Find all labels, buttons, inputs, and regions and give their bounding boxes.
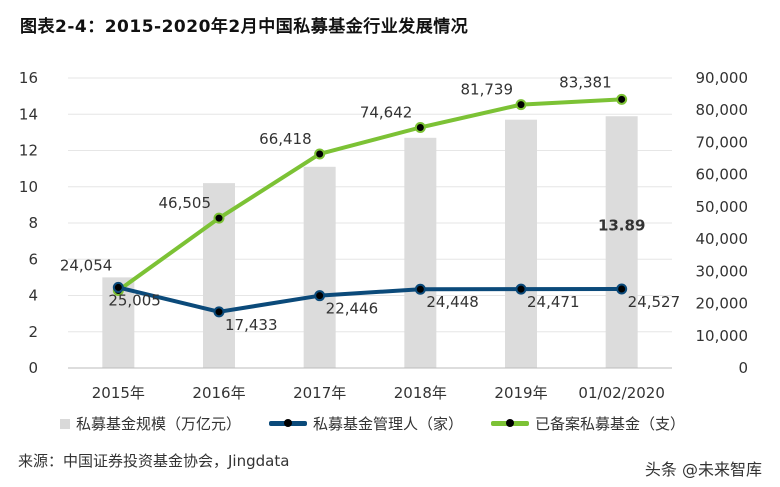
series-point <box>213 212 225 224</box>
left-axis-tick: 10 <box>19 178 38 196</box>
series-point <box>414 121 426 133</box>
x-axis-tick: 2019年 <box>494 384 547 402</box>
x-axis-tick: 2018年 <box>394 384 447 402</box>
series-point <box>616 283 628 295</box>
right-axis-tick: 40,000 <box>696 230 749 248</box>
legend-item-managers: 私募基金管理人（家） <box>269 413 463 434</box>
x-axis-tick: 01/02/2020 <box>578 384 664 402</box>
x-axis-tick: 2017年 <box>293 384 346 402</box>
series-point <box>515 283 527 295</box>
series-point <box>616 93 628 105</box>
legend-swatch-bar <box>60 418 70 429</box>
line-data-label: 24,471 <box>527 293 580 311</box>
left-axis-tick: 0 <box>28 359 38 377</box>
bar <box>505 119 537 368</box>
left-axis-tick: 16 <box>19 69 38 87</box>
legend-item-bar: 私募基金规模（万亿元） <box>60 413 241 434</box>
line-data-label: 25,005 <box>108 291 161 309</box>
x-axis-tick: 2015年 <box>92 384 145 402</box>
line-data-label: 83,381 <box>559 73 612 91</box>
line-data-label: 17,433 <box>225 316 278 334</box>
series-point <box>314 148 326 160</box>
chart-title: 图表2-4：2015-2020年2月中国私募基金行业发展情况 <box>20 17 469 37</box>
right-axis-tick: 80,000 <box>696 101 749 119</box>
right-axis-tick: 50,000 <box>696 198 749 216</box>
series-point <box>414 283 426 295</box>
right-axis-tick: 60,000 <box>696 166 749 184</box>
series-point <box>112 281 124 293</box>
line-data-label: 74,642 <box>360 103 413 121</box>
bar <box>605 116 638 369</box>
legend-label: 私募基金管理人（家） <box>313 415 464 433</box>
line-data-label: 22,446 <box>326 300 379 318</box>
legend-swatch-funds <box>491 418 530 427</box>
series-line <box>117 285 622 314</box>
bar-data-label: 13.89 <box>598 216 645 234</box>
series-point <box>213 306 225 318</box>
right-axis-tick: 90,000 <box>696 69 749 87</box>
legend-item-funds: 已备案私募基金（支） <box>491 413 685 434</box>
left-axis-tick: 8 <box>28 214 38 232</box>
line-data-label: 24,448 <box>426 293 479 311</box>
x-axis-tick: 2016年 <box>192 384 245 402</box>
right-axis-tick: 20,000 <box>696 295 749 313</box>
series-point <box>515 99 527 111</box>
series-line <box>117 97 622 293</box>
right-axis-tick: 0 <box>738 359 748 377</box>
left-axis-tick: 6 <box>28 250 38 268</box>
left-axis-tick: 4 <box>28 287 38 305</box>
left-axis-tick: 12 <box>19 142 38 160</box>
line-data-label: 66,418 <box>259 130 312 148</box>
line-data-label: 24,527 <box>628 293 681 311</box>
source-note: 来源：中国证券投资基金协会，Jingdata <box>18 452 290 470</box>
left-axis-tick: 2 <box>28 323 38 341</box>
line-data-label: 46,505 <box>159 194 212 212</box>
chart: 0 2 4 6 8 10 12 14 16 0 10,000 20,000 30,000 40,000 50… <box>19 69 749 402</box>
line-data-label: 81,739 <box>461 81 514 99</box>
series-point <box>314 290 326 302</box>
right-axis-tick: 10,000 <box>696 327 749 345</box>
legend-swatch-managers <box>269 418 308 427</box>
right-axis-tick: 70,000 <box>696 133 749 151</box>
legend-label: 已备案私募基金（支） <box>535 415 686 433</box>
bar <box>404 137 437 368</box>
legend-label: 私募基金规模（万亿元） <box>76 415 242 433</box>
watermark: 头条 @未来智库 <box>644 460 762 479</box>
right-axis-tick: 30,000 <box>696 262 749 280</box>
line-data-label: 24,054 <box>60 256 113 274</box>
left-axis-tick: 14 <box>19 105 38 123</box>
bar <box>303 166 336 368</box>
legend: 私募基金规模（万亿元） 私募基金管理人（家） 已备案私募基金（支） <box>60 413 685 434</box>
